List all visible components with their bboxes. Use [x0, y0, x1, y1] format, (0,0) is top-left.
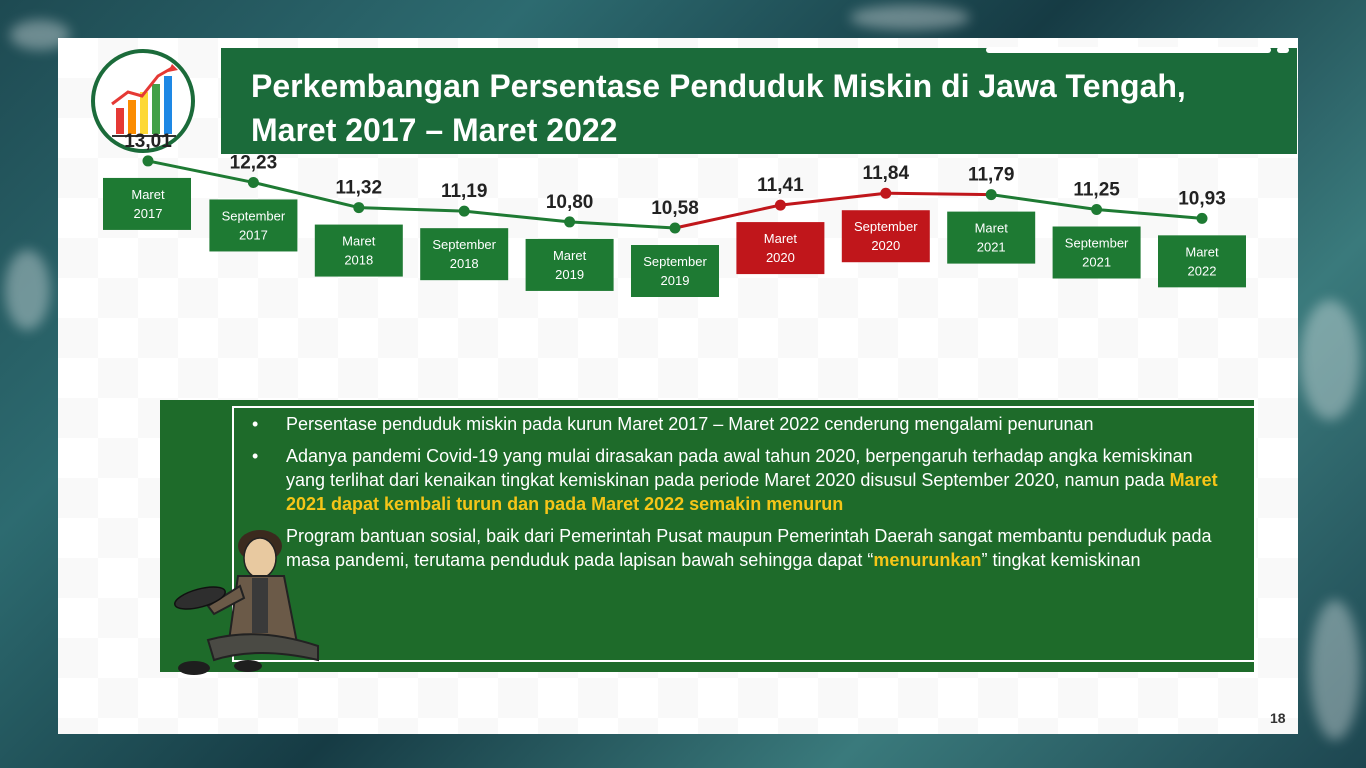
period-label: 2022 [1188, 263, 1217, 278]
highlight-text: Maret 2021 dapat kembali turun dan pada … [286, 470, 1218, 514]
series-line-segment [885, 191, 992, 197]
period-label-box [841, 210, 930, 263]
data-point [142, 155, 154, 167]
info-box: • Persentase penduduk miskin pada kurun M… [160, 400, 1256, 672]
bullet-list: • Persentase penduduk miskin pada kurun M… [252, 412, 1236, 580]
ocean-foam [5, 250, 50, 330]
period-label: 2020 [871, 238, 900, 253]
period-label: 2019 [555, 267, 584, 282]
data-point [774, 199, 786, 211]
series-line-segment [358, 206, 465, 213]
series-line-segment [990, 193, 1097, 211]
period-label: 2020 [766, 250, 795, 265]
title-bar: Perkembangan Persentase Penduduk Miskin … [221, 48, 1297, 154]
data-point [985, 189, 997, 201]
period-label-box [631, 245, 719, 297]
period-label: September [432, 237, 496, 252]
period-label: Maret [975, 221, 1009, 236]
data-label: 11,25 [1073, 180, 1120, 201]
data-label: 13,01 [124, 131, 172, 152]
data-point [1091, 204, 1103, 216]
period-label: Maret [553, 248, 587, 263]
data-label: 10,93 [1178, 188, 1226, 209]
series-line-segment [464, 209, 570, 224]
highlight-text: menurunkan [873, 550, 982, 570]
period-label: Maret [764, 231, 798, 246]
period-label-box [1158, 235, 1246, 288]
period-label-box [103, 177, 191, 230]
info-box-border: • Persentase penduduk miskin pada kurun M… [232, 406, 1256, 662]
series-line-segment [253, 181, 360, 210]
period-label: September [643, 254, 707, 269]
period-label: 2021 [1082, 255, 1111, 270]
data-label: 11,41 [757, 175, 804, 196]
period-label-box [525, 238, 614, 291]
bullet-item: • Adanya pandemi Covid-19 yang mulai dira… [252, 444, 1236, 516]
series-line-segment [1096, 208, 1203, 220]
ocean-foam [850, 5, 970, 30]
series-line-segment [674, 203, 781, 230]
bar-chart-icon [91, 49, 195, 153]
data-label: 11,19 [441, 181, 488, 202]
period-label: September [222, 208, 286, 223]
bullet-text: Persentase penduduk miskin pada kurun Ma… [286, 414, 1094, 434]
data-label: 11,84 [863, 163, 910, 184]
data-point [458, 205, 470, 217]
bullet-text: ” tingkat kemiskinan [981, 550, 1141, 570]
data-point [880, 187, 892, 199]
period-label: September [1065, 236, 1129, 251]
decorative-line [1277, 47, 1289, 53]
series-line-segment [569, 220, 676, 230]
period-label: 2019 [661, 273, 690, 288]
data-point [353, 202, 365, 214]
bullet-dot: • [252, 446, 259, 466]
data-point [669, 222, 681, 234]
series-line-segment [147, 159, 254, 184]
period-label-box [314, 224, 403, 277]
data-label: 10,58 [651, 198, 699, 219]
period-label: Maret [1185, 244, 1219, 259]
data-label: 10,80 [546, 192, 594, 213]
bullet-text: Program bantuan sosial, baik dari Pemeri… [286, 526, 1212, 570]
period-label: 2018 [450, 256, 479, 271]
period-label-box [736, 222, 825, 275]
poverty-line-chart: 13,01 Maret 2017 12,23 September 2017 11,32 Mar… [103, 131, 1246, 297]
data-point [247, 176, 259, 188]
period-label-box [1052, 226, 1141, 279]
period-label-box [209, 199, 298, 252]
period-label: 2021 [977, 240, 1006, 255]
period-label: 2018 [344, 253, 373, 268]
page-title: Perkembangan Persentase Penduduk Miskin … [251, 68, 1186, 148]
slide: Perkembangan Persentase Penduduk Miskin … [58, 38, 1298, 734]
data-point [1196, 212, 1208, 224]
ocean-foam [1300, 300, 1360, 420]
period-label: Maret [131, 187, 165, 202]
bullet-item: •Program bantuan sosial, baik dari Pemer… [252, 524, 1236, 572]
ocean-foam [1310, 600, 1360, 740]
beggar-illustration [174, 530, 319, 675]
bullet-dot: • [252, 414, 259, 434]
bullet-item: • Persentase penduduk miskin pada kurun M… [252, 412, 1236, 436]
period-label-box [420, 228, 509, 281]
data-label: 12,23 [230, 152, 278, 173]
bullet-text: Adanya pandemi Covid-19 yang mulai diras… [286, 446, 1193, 490]
period-label: 2017 [239, 227, 268, 242]
data-point [564, 216, 576, 228]
page-number: 18 [1270, 710, 1286, 726]
period-label: September [854, 219, 918, 234]
decorative-line [986, 47, 1271, 53]
period-label-box [947, 211, 1036, 264]
data-label: 11,79 [968, 165, 1015, 186]
period-label: Maret [342, 234, 376, 249]
period-label: 2017 [134, 206, 163, 221]
data-label: 11,32 [336, 178, 383, 199]
series-line-segment [780, 191, 886, 207]
